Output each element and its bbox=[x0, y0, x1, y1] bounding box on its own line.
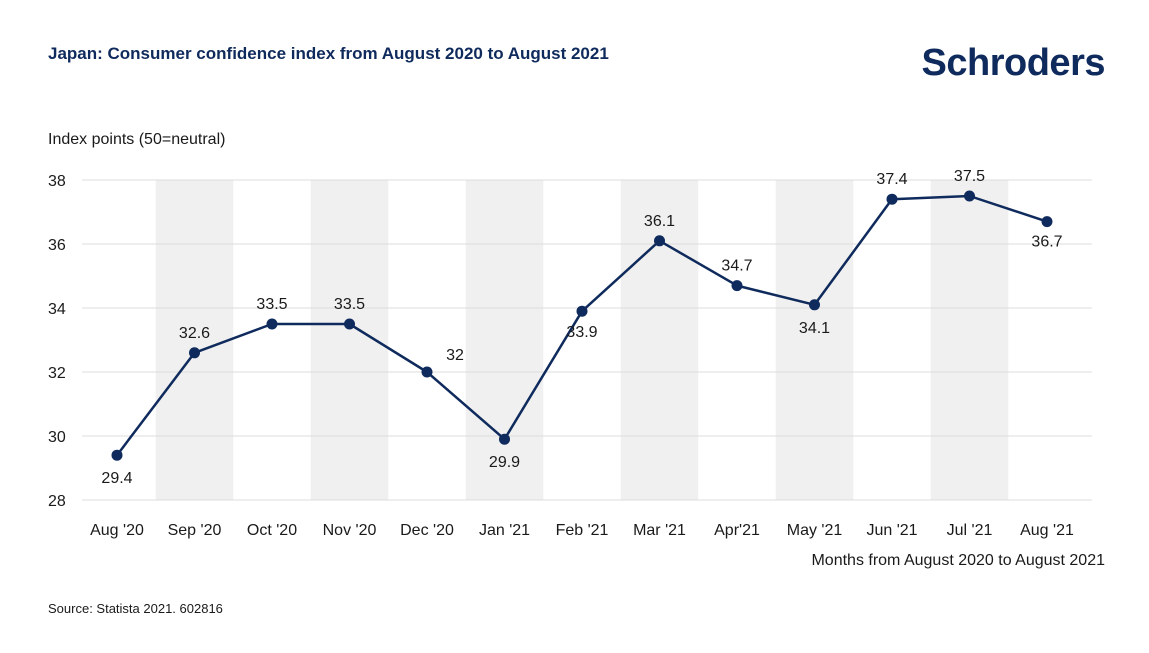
y-tick-label: 28 bbox=[48, 493, 66, 510]
data-point bbox=[1041, 216, 1053, 228]
data-point bbox=[576, 305, 588, 317]
data-point bbox=[964, 190, 975, 202]
y-tick-label: 30 bbox=[48, 429, 66, 446]
x-axis-label: Months from August 2020 to August 2021 bbox=[811, 552, 1105, 569]
x-tick-label: Jan '21 bbox=[479, 522, 530, 539]
y-tick-label: 32 bbox=[48, 365, 66, 382]
chart-title: Japan: Consumer confidence index from Au… bbox=[48, 44, 609, 63]
data-point bbox=[809, 299, 820, 311]
data-label: 29.9 bbox=[489, 454, 520, 471]
data-point bbox=[344, 318, 355, 330]
data-point bbox=[421, 366, 433, 378]
background-band bbox=[620, 180, 699, 500]
data-label: 32.6 bbox=[179, 325, 210, 342]
x-tick-label: Sep '20 bbox=[168, 522, 222, 539]
x-tick-label: Mar '21 bbox=[633, 522, 686, 539]
data-label: 33.5 bbox=[256, 296, 287, 313]
data-label: 34.1 bbox=[799, 320, 830, 337]
data-label: 36.7 bbox=[1031, 234, 1062, 251]
x-tick-label: Nov '20 bbox=[323, 522, 377, 539]
background-band bbox=[775, 180, 854, 500]
background-band bbox=[465, 180, 544, 500]
data-point bbox=[111, 449, 123, 461]
brand-logo: Schroders bbox=[921, 42, 1106, 84]
data-point bbox=[731, 280, 743, 292]
background-band bbox=[155, 180, 234, 500]
data-point bbox=[886, 193, 898, 205]
x-tick-label: Dec '20 bbox=[400, 522, 454, 539]
data-point bbox=[654, 235, 665, 247]
x-tick-label: May '21 bbox=[787, 522, 843, 539]
data-label: 33.5 bbox=[334, 296, 365, 313]
x-tick-label: Oct '20 bbox=[247, 522, 297, 539]
data-label: 37.4 bbox=[876, 171, 907, 188]
x-tick-label: Jul '21 bbox=[947, 522, 993, 539]
data-label: 36.1 bbox=[644, 213, 675, 230]
data-label: 37.5 bbox=[954, 168, 985, 185]
y-tick-label: 38 bbox=[48, 173, 66, 190]
data-point bbox=[266, 318, 278, 330]
background-band bbox=[930, 180, 1009, 500]
y-tick-label: 36 bbox=[48, 237, 66, 254]
source-note: Source: Statista 2021. 602816 bbox=[48, 601, 223, 616]
x-tick-label: Feb '21 bbox=[556, 522, 609, 539]
data-label: 32 bbox=[446, 347, 464, 364]
x-tick-label: Aug '21 bbox=[1020, 522, 1074, 539]
data-label: 34.7 bbox=[721, 258, 752, 275]
data-point bbox=[499, 433, 510, 445]
data-label: 33.9 bbox=[566, 324, 597, 341]
x-tick-label: Jun '21 bbox=[866, 522, 917, 539]
data-label: 29.4 bbox=[101, 470, 132, 487]
y-tick-label: 34 bbox=[48, 301, 66, 318]
x-tick-label: Apr'21 bbox=[714, 522, 760, 539]
x-tick-label: Aug '20 bbox=[90, 522, 144, 539]
y-axis-label: Index points (50=neutral) bbox=[48, 131, 226, 148]
data-point bbox=[189, 347, 200, 359]
